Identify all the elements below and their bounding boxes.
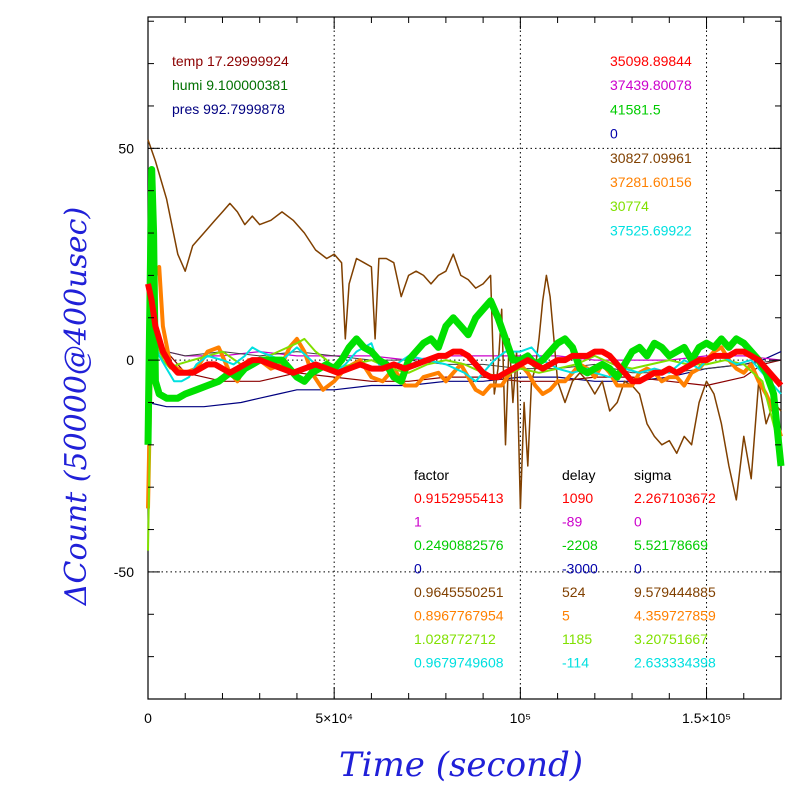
series-lines [144,139,785,551]
offset-value: 37525.69922 [610,222,692,238]
table-cell-sigma: 0 [634,561,642,577]
table-header: factor [414,467,449,483]
offset-value: 35098.89844 [610,53,692,69]
series-line-5 [147,139,782,510]
table-cell-delay: 1185 [562,631,592,647]
offset-value: 0 [610,126,618,142]
x-axis-title: Time (second) [339,745,583,785]
table-cell-sigma: 0 [634,514,642,530]
table-header: delay [562,467,595,483]
series-line-9 [144,166,785,467]
env-reading: temp 17.29999924 [172,53,289,69]
table-cell-sigma: 4.359727859 [634,608,716,624]
x-tick-label: 5×10⁴ [315,710,353,726]
table-cell-delay: -89 [562,514,582,530]
table-cell-factor: 0.8967767954 [414,608,504,624]
table-header: sigma [634,467,672,483]
grid-lines [148,17,781,699]
table-cell-factor: 0.9645550251 [414,584,504,600]
table-cell-delay: -114 [562,655,589,671]
x-tick-label: 1.5×10⁵ [682,710,731,726]
offset-value: 30774 [610,198,649,214]
series-line-7 [147,325,782,551]
offset-value: 37439.80078 [610,77,692,93]
table-cell-sigma: 9.579444885 [634,584,716,600]
table-cell-delay: -3000 [562,561,598,577]
table-cell-factor: 0.9679749608 [414,655,504,671]
table-cell-delay: 1090 [562,490,593,506]
y-axis-title: ΔCount (50000@400usec) [59,207,94,606]
table-cell-delay: 524 [562,584,586,600]
table-cell-delay: -2208 [562,537,598,553]
table-cell-factor: 1.028772712 [414,631,496,647]
table-cell-delay: 5 [562,608,570,624]
table-cell-sigma: 2.633334398 [634,655,716,671]
table-cell-factor: 1 [414,514,422,530]
table-cell-sigma: 5.52178669 [634,537,708,553]
offset-value: 37281.60156 [610,174,692,190]
env-reading: pres 992.7999878 [172,101,285,117]
annotations: temp 17.29999924 humi 9.100000381 pres 992… [172,53,716,671]
y-tick-label: 0 [126,352,134,368]
y-tick-label: 50 [118,140,134,156]
y-tick-label: -50 [114,564,134,580]
table-cell-factor: 0 [414,561,422,577]
offset-value: 41581.5 [610,101,661,117]
axis-ticks [147,17,782,699]
offset-value: 30827.09961 [610,150,692,166]
table-cell-factor: 0.9152955413 [414,490,504,506]
x-tick-label: 10⁵ [510,710,531,726]
table-cell-sigma: 3.20751667 [634,631,708,647]
env-reading: humi 9.100000381 [172,77,288,93]
table-cell-sigma: 2.267103672 [634,490,716,506]
series-line-10 [145,283,784,388]
table-cell-factor: 0.2490882576 [414,537,504,553]
x-tick-label: 0 [144,710,152,726]
